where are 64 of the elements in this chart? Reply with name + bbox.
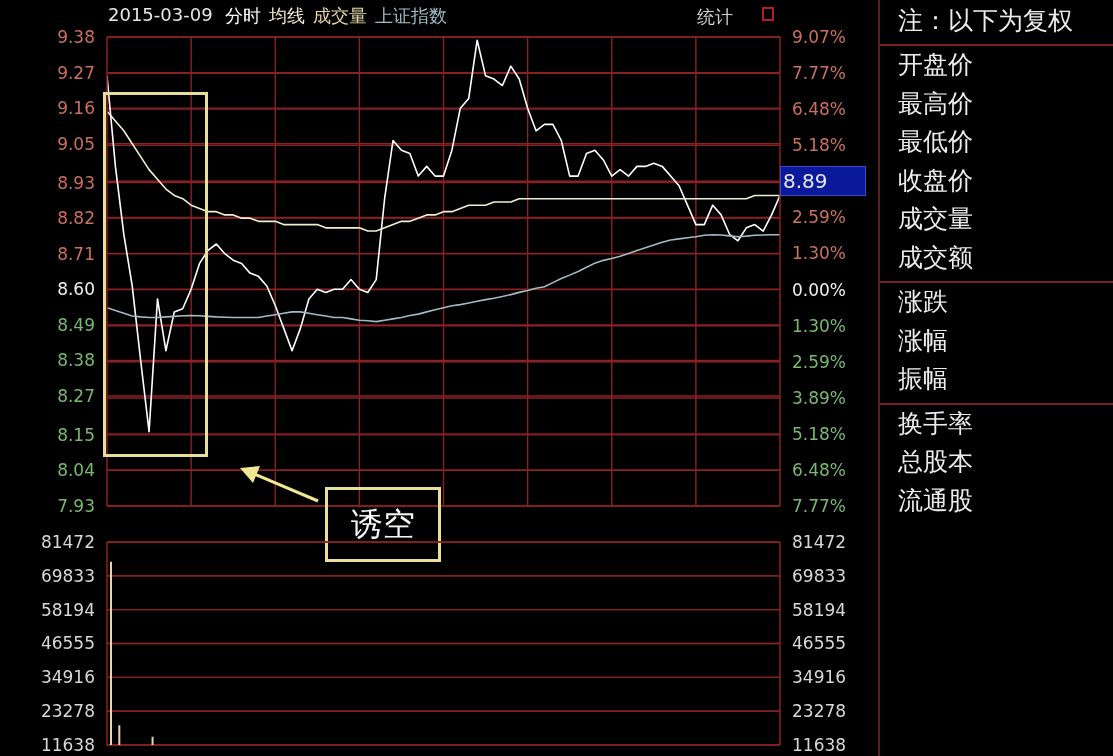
y2-tick-label: 7.77% bbox=[792, 63, 847, 84]
text: 开盘价 bbox=[898, 50, 973, 79]
y2-tick-label: 58194 bbox=[792, 599, 847, 620]
y-tick-label: 8.93 bbox=[57, 172, 95, 193]
y2-tick-label: 0.00% bbox=[792, 279, 847, 300]
y2-tick-label: 3.89% bbox=[792, 387, 847, 408]
text: 振幅 bbox=[898, 364, 948, 393]
y-tick-label: 8.71 bbox=[57, 243, 95, 264]
text: 统计 bbox=[697, 6, 733, 27]
y-tick-label: 9.05 bbox=[57, 133, 95, 154]
text: 总股本 bbox=[898, 447, 973, 476]
text: 成交量 bbox=[312, 5, 367, 26]
y2-tick-label: 7.77% bbox=[792, 495, 847, 516]
y-tick-label: 8.04 bbox=[57, 460, 95, 481]
annotation: 诱空 bbox=[351, 503, 415, 545]
y2-tick-label: 2.59% bbox=[792, 351, 847, 372]
y2-tick-label: 23278 bbox=[792, 701, 847, 722]
text: 上证指数 bbox=[374, 5, 447, 26]
y-tick-label: 8.27 bbox=[57, 385, 95, 406]
text: 均线 bbox=[268, 5, 305, 26]
y2-tick-label: 9.07% bbox=[792, 26, 847, 47]
text: 最高价 bbox=[898, 88, 973, 118]
text: 成交额 bbox=[898, 242, 973, 272]
y-tick-label: 8.60 bbox=[57, 279, 95, 300]
text: 分时 bbox=[224, 5, 261, 26]
y-tick-label: 11638 bbox=[40, 734, 95, 755]
y-tick-label: 8.38 bbox=[57, 350, 95, 371]
y-tick-label: 81472 bbox=[40, 531, 95, 552]
text: 8.89 bbox=[783, 169, 828, 193]
text: 收盘价 bbox=[898, 165, 973, 195]
text: 注：以下为复权 bbox=[898, 6, 1073, 35]
y2-tick-label: 34916 bbox=[792, 667, 847, 688]
y-tick-label: 9.38 bbox=[57, 26, 95, 47]
y2-tick-label: 6.48% bbox=[792, 99, 847, 120]
text: 流通股 bbox=[898, 485, 973, 515]
y-tick-label: 7.93 bbox=[57, 495, 95, 516]
y-tick-label: 9.16 bbox=[57, 98, 95, 119]
y2-tick-label: 1.30% bbox=[792, 243, 847, 264]
y2-tick-label: 69833 bbox=[792, 565, 847, 586]
y-tick-label: 23278 bbox=[40, 701, 95, 722]
y-tick-label: 46555 bbox=[40, 633, 95, 654]
chart-title: 2015-03-09 bbox=[108, 4, 213, 25]
y2-tick-label: 5.18% bbox=[792, 423, 847, 444]
line-series bbox=[107, 110, 780, 232]
y-tick-label: 58194 bbox=[40, 599, 95, 620]
y2-tick-label: 1.30% bbox=[792, 315, 847, 336]
y-tick-label: 34916 bbox=[40, 667, 95, 688]
y2-tick-label: 11638 bbox=[792, 734, 847, 755]
y-tick-label: 8.49 bbox=[57, 314, 95, 335]
text: 最低价 bbox=[898, 127, 973, 156]
y2-tick-label: 46555 bbox=[792, 633, 847, 654]
y-tick-label: 8.82 bbox=[57, 208, 95, 229]
text: 涨幅 bbox=[898, 325, 948, 355]
y2-tick-label: 2.59% bbox=[792, 207, 847, 228]
y-tick-label: 8.15 bbox=[57, 424, 95, 445]
text: 涨跌 bbox=[898, 287, 948, 316]
y2-tick-label: 6.48% bbox=[792, 460, 847, 481]
line-series bbox=[107, 233, 780, 323]
y-tick-label: 69833 bbox=[40, 565, 95, 586]
text: 换手率 bbox=[898, 408, 973, 438]
y2-tick-label: 5.18% bbox=[792, 135, 847, 156]
y-tick-label: 9.27 bbox=[57, 62, 95, 83]
text: 成交量 bbox=[898, 204, 973, 233]
y2-tick-label: 81472 bbox=[792, 531, 847, 552]
